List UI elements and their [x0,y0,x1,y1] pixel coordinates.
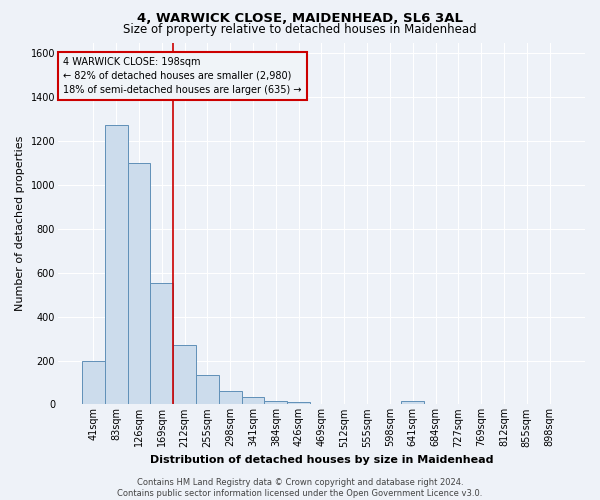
Bar [219,391,242,404]
Bar [128,163,151,404]
Bar [242,397,265,404]
Text: Size of property relative to detached houses in Maidenhead: Size of property relative to detached ho… [123,22,477,36]
Text: Contains HM Land Registry data © Crown copyright and database right 2024.
Contai: Contains HM Land Registry data © Crown c… [118,478,482,498]
Bar [401,401,424,404]
Bar [173,345,196,405]
Text: 4 WARWICK CLOSE: 198sqm
← 82% of detached houses are smaller (2,980)
18% of semi: 4 WARWICK CLOSE: 198sqm ← 82% of detache… [63,57,302,95]
Y-axis label: Number of detached properties: Number of detached properties [15,136,25,311]
Bar [151,282,173,405]
Bar [265,400,287,404]
Bar [196,375,219,404]
X-axis label: Distribution of detached houses by size in Maidenhead: Distribution of detached houses by size … [150,455,493,465]
Bar [287,402,310,404]
Text: 4, WARWICK CLOSE, MAIDENHEAD, SL6 3AL: 4, WARWICK CLOSE, MAIDENHEAD, SL6 3AL [137,12,463,26]
Bar [105,124,128,404]
Bar [82,362,105,405]
